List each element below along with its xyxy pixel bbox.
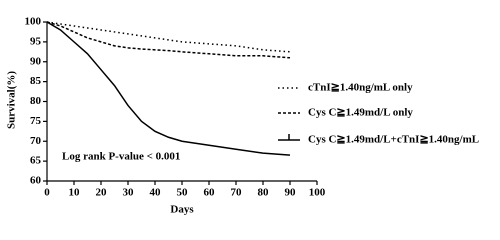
survival-line: [46, 21, 291, 53]
y-tick-label: 70: [30, 135, 42, 147]
x-tick-label: 90: [285, 187, 297, 199]
x-tick-label: 80: [258, 187, 270, 199]
x-tick-label: 30: [123, 187, 135, 199]
y-tick-label: 60: [30, 175, 42, 187]
survival-line: [46, 21, 291, 156]
x-tick-label: 10: [69, 187, 81, 199]
y-tick-label: 65: [30, 155, 42, 167]
x-axis-label: Days: [170, 204, 194, 216]
x-tick-label: 50: [177, 187, 189, 199]
y-tick-label: 85: [30, 75, 42, 87]
x-tick-label: 100: [309, 187, 326, 199]
legend-label: cTnI≧1.40ng/mL only: [308, 82, 413, 94]
y-tick-label: 80: [30, 95, 42, 107]
y-tick-label: 75: [30, 115, 42, 127]
y-tick-label: 90: [30, 55, 42, 67]
y-tick-label: 100: [25, 16, 42, 28]
x-tick-label: 20: [96, 187, 108, 199]
y-tick-label: 95: [30, 35, 42, 47]
x-tick-label: 40: [150, 187, 162, 199]
annotation: Log rank P-value < 0.001: [62, 151, 180, 163]
legend-label: Cys C≧1.49md/L+cTnI≧1.40ng/mL: [308, 134, 479, 146]
x-tick-label: 60: [204, 187, 216, 199]
x-tick-label: 70: [231, 187, 243, 199]
y-axis-label: Survival(%): [6, 71, 18, 129]
x-tick-label: 0: [44, 187, 50, 199]
legend-label: Cys C≧1.49md/L only: [308, 107, 413, 119]
chart: Survival(%) Days Log rank P-value < 0.00…: [6, 16, 480, 216]
